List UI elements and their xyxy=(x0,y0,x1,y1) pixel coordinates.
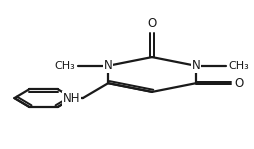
Text: CH₃: CH₃ xyxy=(54,61,75,71)
Text: N: N xyxy=(191,59,199,72)
Text: NH: NH xyxy=(62,92,80,105)
Text: CH₃: CH₃ xyxy=(228,61,249,71)
Text: O: O xyxy=(147,17,156,30)
Text: O: O xyxy=(233,77,242,90)
Text: N: N xyxy=(103,59,112,72)
